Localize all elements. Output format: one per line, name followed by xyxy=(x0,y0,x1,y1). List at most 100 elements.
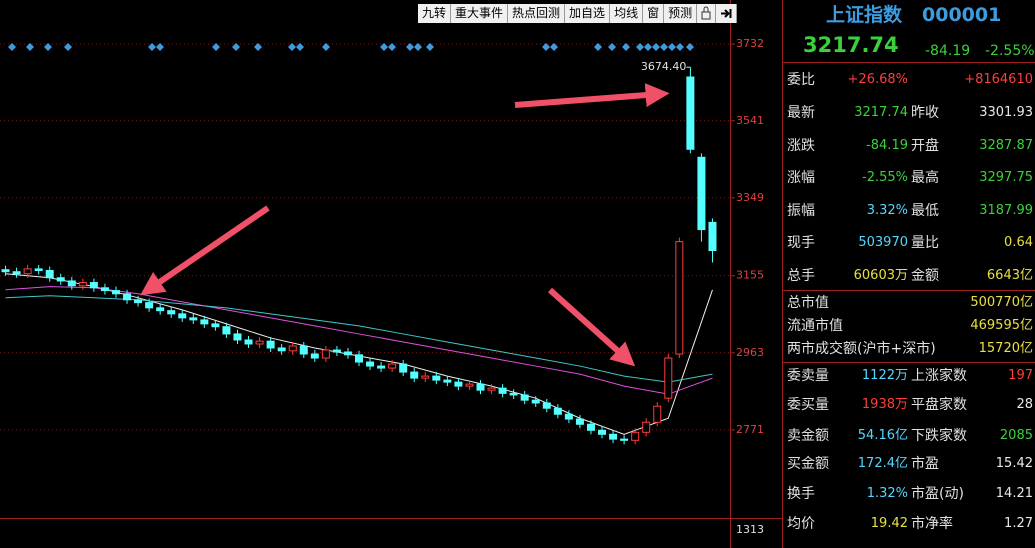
lock-icon[interactable] xyxy=(697,4,717,23)
field-value: 60603万 xyxy=(853,268,908,283)
y-tick-label: 3732 xyxy=(736,37,764,50)
candle-body xyxy=(34,268,43,272)
candle-body xyxy=(653,405,662,423)
candle-body xyxy=(222,326,231,335)
field-label: 均价 xyxy=(787,516,815,532)
y-tick-label: 2963 xyxy=(736,346,764,359)
signal-marker xyxy=(414,43,422,51)
signal-marker xyxy=(44,43,52,51)
signal-marker xyxy=(660,43,668,51)
candle-body xyxy=(542,402,551,409)
arrow xyxy=(514,83,670,108)
signal-marker xyxy=(322,43,330,51)
candle-body xyxy=(134,299,143,304)
index-price: 3217.74 xyxy=(803,33,899,57)
field-value: 2085 xyxy=(999,428,1033,443)
candle-body xyxy=(189,317,198,321)
toolbar-button[interactable]: 窗 xyxy=(643,4,665,23)
signal-marker xyxy=(668,43,676,51)
field-value: +26.68% xyxy=(847,72,908,87)
candle-body xyxy=(355,354,363,363)
candle-body xyxy=(111,290,120,295)
high-label: 3674.40 xyxy=(641,60,687,73)
candle-body xyxy=(498,387,507,394)
toolbar-button[interactable]: 热点回测 xyxy=(508,4,566,23)
field-value: 3217.74 xyxy=(854,105,908,120)
signal-marker xyxy=(426,43,434,51)
signal-marker xyxy=(288,43,296,51)
field-value: 469595亿 xyxy=(970,318,1033,333)
signal-marker xyxy=(686,43,694,51)
candle-body xyxy=(277,347,286,352)
toolbar-button[interactable]: 均线 xyxy=(610,4,644,23)
signal-marker xyxy=(406,43,414,51)
candle-body xyxy=(642,421,651,433)
candle-body xyxy=(664,357,673,399)
candle-body xyxy=(575,418,584,425)
signal-marker xyxy=(64,43,72,51)
index-code: 000001 xyxy=(922,4,1002,26)
candle-body xyxy=(586,423,595,431)
candle-body xyxy=(487,387,496,391)
field-value: 3.32% xyxy=(866,203,908,218)
field-label: 金额 xyxy=(911,268,939,284)
toolbar-button[interactable]: 预测 xyxy=(664,4,698,23)
candle-body xyxy=(454,381,463,387)
candle-body xyxy=(310,353,319,359)
field-value: 500770亿 xyxy=(970,295,1033,310)
toolbar-button[interactable]: 加自选 xyxy=(565,4,611,23)
candle-body xyxy=(686,76,695,150)
field-label: 现手 xyxy=(787,235,815,251)
signal-marker xyxy=(676,43,684,51)
signal-marker xyxy=(644,43,652,51)
candle-body xyxy=(708,221,717,252)
candle-body xyxy=(145,302,154,309)
field-label: 市净率 xyxy=(911,516,953,532)
signal-marker xyxy=(622,43,630,51)
expand-icon[interactable] xyxy=(716,4,738,23)
signal-marker xyxy=(296,43,304,51)
field-value: 3187.99 xyxy=(979,203,1033,218)
candle-body xyxy=(123,293,132,301)
candle-body xyxy=(432,375,441,381)
field-label: 上涨家数 xyxy=(911,368,967,384)
candle-body xyxy=(211,323,220,328)
field-value: 15.42 xyxy=(995,456,1033,471)
field-label: 换手 xyxy=(787,486,815,502)
candle-body xyxy=(200,319,209,325)
field-value: 503970 xyxy=(858,235,908,250)
candle-body xyxy=(631,431,640,441)
field-label: 总手 xyxy=(787,268,815,284)
arrow xyxy=(547,287,636,367)
signal-marker xyxy=(380,43,388,51)
field-label: 委买量 xyxy=(787,397,829,413)
field-value: 19.42 xyxy=(870,516,908,531)
candle-body xyxy=(399,363,408,373)
candle-body xyxy=(23,268,32,275)
candle-body xyxy=(67,280,76,287)
field-label: 振幅 xyxy=(787,203,815,219)
field-value: 1938万 xyxy=(861,397,908,412)
field-label: 量比 xyxy=(911,235,939,251)
candle-body xyxy=(410,371,419,379)
candle-body xyxy=(609,433,618,440)
signal-marker xyxy=(608,43,616,51)
candle-body xyxy=(45,270,54,279)
toolbar-button[interactable]: 重大事件 xyxy=(451,4,509,23)
field-label: 最高 xyxy=(911,170,939,186)
candle-body xyxy=(1,269,10,273)
field-label: 总市值 xyxy=(787,295,829,311)
field-label: 昨收 xyxy=(911,105,939,121)
toolbar-button[interactable]: 九转 xyxy=(418,4,452,23)
ma-line xyxy=(5,286,713,395)
y-tick-label: 2771 xyxy=(736,423,764,436)
candle-body xyxy=(266,340,275,349)
field-value: 1.32% xyxy=(866,486,908,501)
field-value: 3301.93 xyxy=(979,105,1033,120)
field-value: 172.4亿 xyxy=(857,456,908,471)
candle-body xyxy=(56,277,65,282)
signal-marker xyxy=(26,43,34,51)
candle-body xyxy=(299,345,308,355)
signal-marker xyxy=(156,43,164,51)
field-label: 卖金额 xyxy=(787,428,829,444)
